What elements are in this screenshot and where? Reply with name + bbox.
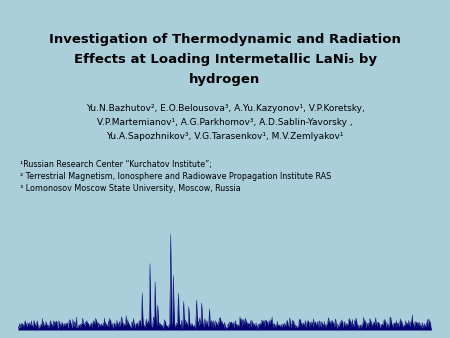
Text: Yu.A.Sapozhnikov³, V.G.Tarasenkov¹, M.V.Zemlyakov¹: Yu.A.Sapozhnikov³, V.G.Tarasenkov¹, M.V.… [106,132,344,141]
Text: Effects at Loading Intermetallic LaNi₅ by: Effects at Loading Intermetallic LaNi₅ b… [73,53,377,66]
Text: ³ Lomonosov Moscow State University, Moscow, Russia: ³ Lomonosov Moscow State University, Mos… [20,184,241,193]
Text: Yu.N.Bazhutov², E.O.Belousova³, A.Yu.Kazyonov¹, V.P.Koretsky,: Yu.N.Bazhutov², E.O.Belousova³, A.Yu.Kaz… [86,104,365,113]
Text: hydrogen: hydrogen [189,73,261,86]
Text: ¹Russian Research Center “Kurchatov Institute”;: ¹Russian Research Center “Kurchatov Inst… [20,160,212,169]
Text: ² Terrestrial Magnetism, Ionosphere and Radiowave Propagation Institute RAS: ² Terrestrial Magnetism, Ionosphere and … [20,172,331,181]
Text: V.P.Martemianov¹, A.G.Parkhomov³, A.D.Sablin-Yavorsky ,: V.P.Martemianov¹, A.G.Parkhomov³, A.D.Sa… [97,118,353,127]
Text: Investigation of Thermodynamic and Radiation: Investigation of Thermodynamic and Radia… [49,33,401,46]
